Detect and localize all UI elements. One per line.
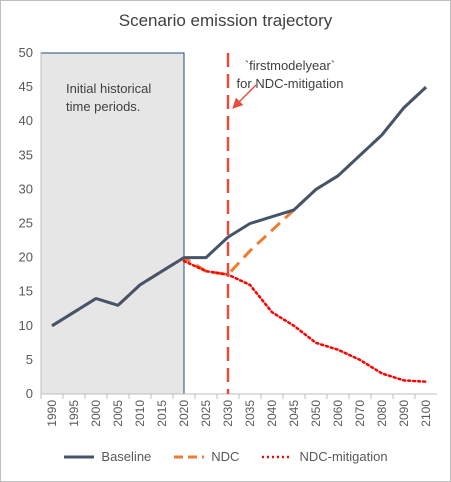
legend-swatch-baseline	[64, 455, 95, 458]
y-tick-label: 10	[19, 318, 33, 333]
x-tick-label: 2070	[353, 400, 367, 427]
x-tick-label: 2020	[177, 400, 191, 427]
x-tick-label: 2025	[199, 400, 213, 427]
legend-label: NDC-mitigation	[299, 449, 388, 464]
x-tick-label: 1990	[45, 400, 59, 427]
x-tick-label: 2045	[287, 400, 301, 427]
y-tick-label: 35	[19, 147, 33, 162]
y-tick-label: 5	[26, 352, 33, 367]
y-tick-label: 25	[19, 216, 33, 231]
legend-item-ndc-mitigation: NDC-mitigation	[261, 449, 388, 464]
legend-label: NDC	[211, 449, 240, 464]
series-line-baseline	[51, 86, 428, 328]
chart-legend: Baseline NDC NDC-mitigation	[1, 449, 450, 464]
x-tick-label: 2080	[375, 400, 389, 427]
x-tick-label: 2100	[419, 400, 433, 427]
historical-region-label: Initial historical	[66, 81, 151, 96]
y-tick-label: 0	[26, 386, 33, 401]
y-tick-label: 15	[19, 284, 33, 299]
y-tick-label: 40	[19, 113, 33, 128]
legend-swatch-ndc-mitigation	[262, 455, 293, 458]
x-tick-label: 2015	[155, 400, 169, 427]
x-tick-label: 2035	[243, 400, 257, 427]
x-tick-label: 2040	[265, 400, 279, 427]
chart-title: Scenario emission trajectory	[118, 11, 333, 30]
legend-swatch-ndc	[174, 455, 205, 458]
historical-region-label: time periods.	[66, 99, 140, 114]
y-tick-label: 50	[19, 45, 33, 60]
x-tick-label: 2030	[221, 400, 235, 427]
x-tick-label: 2090	[397, 400, 411, 427]
x-tick-label: 2000	[89, 400, 103, 427]
x-tick-label: 2050	[309, 400, 323, 427]
x-tick-label: 1995	[67, 400, 81, 427]
series-line-ndc-mitigation	[182, 259, 428, 383]
legend-item-ndc: NDC	[173, 449, 239, 464]
x-tick-label: 2005	[111, 400, 125, 427]
y-tick-label: 45	[19, 79, 33, 94]
annotation-arrow	[232, 84, 257, 109]
first-model-year-label: for NDC-mitigation	[237, 76, 344, 91]
y-tick-label: 30	[19, 181, 33, 196]
legend-label: Baseline	[101, 449, 152, 464]
historical-shaded-region	[40, 52, 185, 395]
y-tick-label: 20	[19, 250, 33, 265]
legend-item-baseline: Baseline	[63, 449, 151, 464]
x-tick-label: 2010	[133, 400, 147, 427]
x-tick-label: 2060	[331, 400, 345, 427]
first-model-year-label: `firstmodelyear`	[245, 58, 335, 73]
